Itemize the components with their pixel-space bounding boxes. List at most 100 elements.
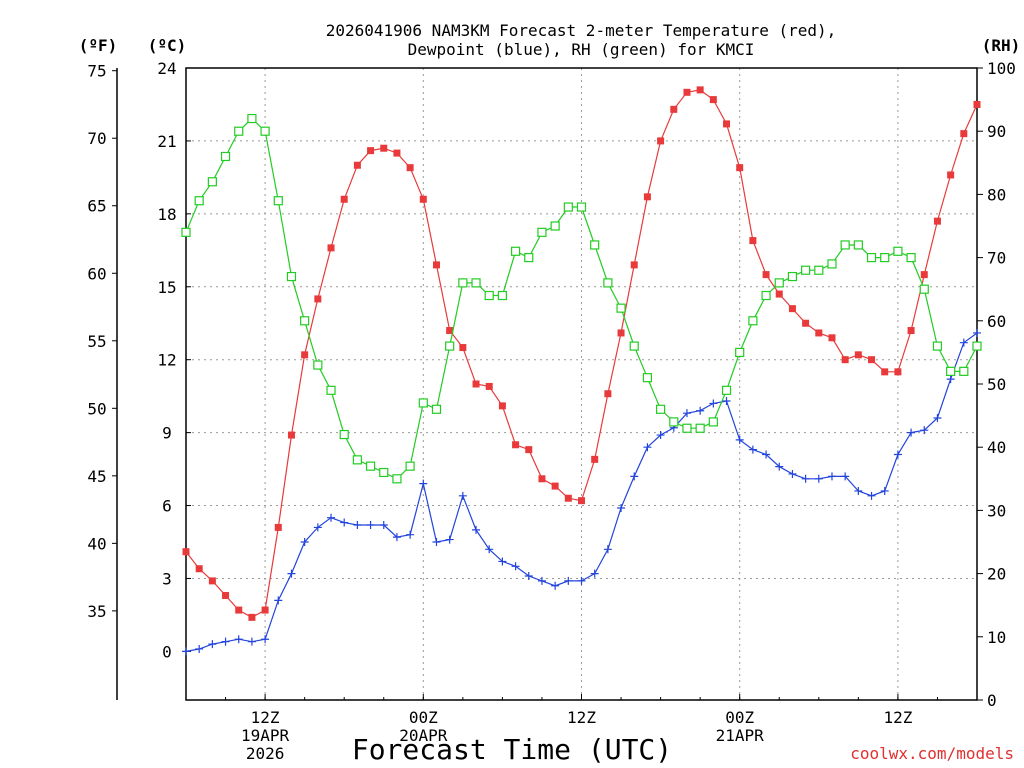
dewpoint-point xyxy=(208,640,217,649)
x-axis-label: Forecast Time (UTC) xyxy=(352,733,672,766)
dewpoint-point xyxy=(973,328,981,337)
celsius-tick-label: 6 xyxy=(162,497,172,516)
dewpoint-point xyxy=(643,443,652,452)
fahrenheit-tick-label: 35 xyxy=(87,602,106,621)
rh-point xyxy=(207,177,217,187)
2-meter-temperature-point xyxy=(617,329,625,337)
2-meter-temperature-point xyxy=(630,261,638,269)
dewpoint-point xyxy=(472,525,481,534)
celsius-tick-label: 9 xyxy=(162,424,172,443)
dewpoint-point xyxy=(959,338,968,347)
rh-point xyxy=(220,151,231,162)
2-meter-temperature-point xyxy=(894,368,902,376)
rh-tick-label: 20 xyxy=(987,565,1006,584)
rh-tick-label: 70 xyxy=(987,249,1006,268)
rh-point xyxy=(365,461,376,471)
2-meter-temperature-point xyxy=(538,475,546,483)
2-meter-temperature-point xyxy=(947,171,955,179)
dewpoint-point xyxy=(340,518,349,527)
dewpoint-point xyxy=(933,414,942,423)
2-meter-temperature-point xyxy=(459,344,467,352)
fahrenheit-unit-label: (ºF) xyxy=(79,36,118,55)
rh-point xyxy=(853,240,863,250)
dewpoint-point xyxy=(524,572,533,581)
rh-point xyxy=(537,227,547,237)
rh-point xyxy=(300,316,310,326)
2-meter-temperature-point xyxy=(907,327,915,335)
dewpoint-point xyxy=(247,637,256,646)
rh-point xyxy=(629,341,639,351)
celsius-tick-label: 21 xyxy=(157,132,176,151)
dewpoint-point xyxy=(537,576,546,585)
dewpoint-point xyxy=(814,474,823,483)
dewpoint-point xyxy=(577,576,586,585)
2-meter-temperature-point xyxy=(564,494,572,502)
rh-point xyxy=(524,253,534,263)
rh-point xyxy=(932,341,943,351)
2-meter-temperature-point xyxy=(788,305,796,313)
rh-point xyxy=(616,303,626,313)
dewpoint-point xyxy=(735,435,744,444)
2-meter-temperature-point xyxy=(854,351,862,359)
dewpoint-point xyxy=(511,562,520,571)
x-tick-label: 2026 xyxy=(246,744,285,763)
rh-point xyxy=(893,246,903,256)
x-tick-label: 12Z xyxy=(567,708,596,727)
2-meter-temperature-point xyxy=(973,100,981,108)
dewpoint-point xyxy=(696,406,705,415)
2-meter-temperature-point xyxy=(709,96,717,104)
axis-ticks: 0 3 6 9 12 15 18 21 24 35 40 45 50 55 60 65 70 75 0 10 20 30 4… xyxy=(87,59,1016,763)
dewpoint-point xyxy=(445,535,454,544)
dewpoint-point xyxy=(353,520,362,529)
dewpoint-point xyxy=(366,520,375,529)
fahrenheit-tick-label: 45 xyxy=(87,467,106,486)
fahrenheit-tick-label: 40 xyxy=(87,534,106,553)
rh-point xyxy=(458,278,468,288)
dewpoint-point xyxy=(182,647,190,656)
rh-point xyxy=(313,360,323,370)
rh-point xyxy=(273,196,283,206)
dewpoint-point xyxy=(841,472,850,481)
rh-point xyxy=(260,126,270,136)
rh-tick-label: 10 xyxy=(987,628,1006,647)
dewpoint-point xyxy=(630,472,639,481)
dewpoint-point xyxy=(603,545,612,554)
2-meter-temperature-point xyxy=(578,497,585,505)
2-meter-temperature-point xyxy=(920,271,928,279)
2-meter-temperature-point xyxy=(353,161,361,169)
dewpoint-point xyxy=(880,486,889,495)
2-meter-temperature-point xyxy=(696,86,704,94)
rh-point xyxy=(510,246,521,256)
2-meter-temperature-point xyxy=(498,402,506,410)
rh-unit-label: (RH) xyxy=(982,36,1021,55)
rh-point xyxy=(418,398,428,408)
x-tick-label: 12Z xyxy=(251,708,280,727)
rh-point xyxy=(880,253,890,263)
x-tick-label: 19APR xyxy=(241,726,290,745)
dewpoint-point xyxy=(920,426,929,435)
2-meter-temperature-point xyxy=(512,441,520,449)
rh-line xyxy=(185,117,978,480)
2-meter-temperature-point xyxy=(301,351,309,359)
dewpoint-point xyxy=(458,491,467,500)
rh-point xyxy=(603,278,613,288)
2-meter-temperature-point xyxy=(525,446,533,454)
dewpoint-point xyxy=(392,533,401,542)
data-series xyxy=(181,86,982,656)
rh-point xyxy=(339,429,349,440)
rh-point xyxy=(286,271,297,282)
2-meter-temperature-point xyxy=(182,548,190,556)
dewpoint-point xyxy=(722,397,731,406)
2-meter-temperature-point xyxy=(683,88,691,96)
dewpoint-point xyxy=(551,581,560,590)
rh-point xyxy=(405,461,415,471)
2-meter-temperature-point xyxy=(195,565,203,573)
rh-point xyxy=(352,455,362,465)
rh-point xyxy=(392,474,402,484)
rh-tick-label: 0 xyxy=(987,691,997,710)
rh-point xyxy=(445,341,455,351)
rh-point xyxy=(721,385,732,395)
dewpoint-point xyxy=(590,569,599,578)
2-meter-temperature-point xyxy=(643,193,651,201)
